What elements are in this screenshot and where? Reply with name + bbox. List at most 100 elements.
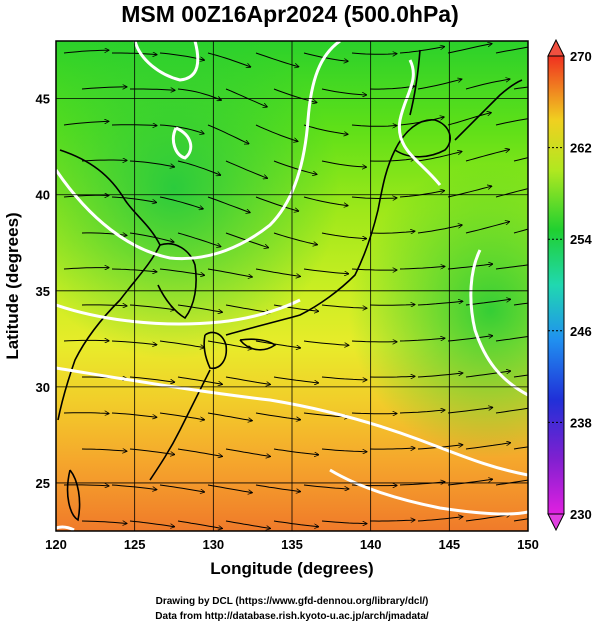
streamline xyxy=(513,228,528,234)
colorbar-scale xyxy=(547,55,565,515)
streamline xyxy=(513,157,528,162)
streamline xyxy=(225,448,270,457)
streamline xyxy=(495,264,528,270)
streamline xyxy=(495,335,528,342)
colorbar: 230 238 246 254 262 270 xyxy=(547,38,592,532)
streamline xyxy=(513,518,528,522)
streamline xyxy=(255,124,298,141)
streamline xyxy=(81,305,127,306)
contour-line xyxy=(469,249,528,397)
streamline xyxy=(321,88,367,95)
contour-line xyxy=(397,59,442,186)
streamline xyxy=(207,196,250,213)
streamline xyxy=(465,149,510,162)
streamline xyxy=(255,268,300,276)
streamlines xyxy=(63,44,528,529)
streamline xyxy=(447,336,493,342)
streamline xyxy=(255,412,301,420)
y-tick-label: 25 xyxy=(36,476,50,491)
streamline xyxy=(417,79,462,90)
x-tick-label: 130 xyxy=(202,537,224,552)
streamline xyxy=(273,304,319,311)
streamline xyxy=(447,186,492,198)
coastline-china xyxy=(57,149,161,421)
streamline xyxy=(207,124,249,144)
streamline xyxy=(447,407,493,414)
streamline xyxy=(495,118,528,126)
streamline xyxy=(351,197,397,199)
streamline xyxy=(447,264,493,270)
streamline xyxy=(321,520,367,524)
x-tick-label: 145 xyxy=(438,537,460,552)
contour-line xyxy=(329,468,528,516)
coastlines xyxy=(57,49,523,522)
credit-data: Data from http://database.rish.kyoto-u.a… xyxy=(155,611,429,622)
streamline xyxy=(177,232,221,247)
x-tick-label: 150 xyxy=(517,537,539,552)
coastline-honshu xyxy=(225,149,396,336)
streamline xyxy=(63,413,109,414)
streamline xyxy=(303,268,349,274)
streamline xyxy=(321,304,367,308)
streamline xyxy=(177,448,222,456)
streamline xyxy=(225,160,268,178)
streamline xyxy=(303,124,348,134)
contour-line xyxy=(56,41,341,261)
streamline xyxy=(417,373,463,378)
streamline xyxy=(81,160,127,161)
streamline xyxy=(351,125,397,126)
streamline xyxy=(465,515,511,522)
y-tick-label: 45 xyxy=(36,92,50,107)
streamline xyxy=(63,268,109,269)
streamline xyxy=(321,232,367,239)
streamline xyxy=(273,448,319,455)
credit-drawing: Drawing by DCL (https://www.gfd-dennou.o… xyxy=(156,596,429,607)
colorbar-tick-label: 270 xyxy=(570,49,592,64)
streamline xyxy=(369,376,415,377)
streamline xyxy=(369,448,415,449)
streamline xyxy=(369,159,415,162)
streamline xyxy=(417,151,462,162)
streamline xyxy=(129,304,175,310)
coastline-korea xyxy=(157,243,197,320)
streamline xyxy=(129,232,174,242)
streamline xyxy=(177,520,222,529)
streamline xyxy=(447,113,491,126)
streamline xyxy=(81,87,127,90)
colorbar-max-triangle xyxy=(547,38,565,57)
streamline xyxy=(465,371,511,378)
streamline xyxy=(255,196,299,211)
streamline xyxy=(303,340,349,345)
streamline xyxy=(159,268,205,275)
streamline xyxy=(369,231,415,233)
streamline xyxy=(513,374,528,378)
streamline xyxy=(255,340,301,348)
colorbar-min-triangle xyxy=(547,513,565,532)
streamline xyxy=(273,520,319,527)
streamline xyxy=(369,86,415,90)
plot-frame xyxy=(55,40,529,532)
x-axis-ticks: 120 125 130 135 140 145 150 xyxy=(45,537,539,552)
colorbar-tick-label: 254 xyxy=(570,232,592,247)
streamline xyxy=(159,412,205,420)
streamline xyxy=(129,376,175,382)
streamline xyxy=(159,124,204,134)
x-tick-label: 120 xyxy=(45,537,67,552)
streamline xyxy=(351,341,397,342)
y-tick-label: 35 xyxy=(36,284,50,299)
streamline xyxy=(129,520,175,527)
streamline xyxy=(159,196,203,209)
grid-lines xyxy=(56,41,528,531)
streamline xyxy=(225,520,270,529)
streamline xyxy=(273,376,319,383)
coastline-taiwan xyxy=(66,469,81,522)
streamline xyxy=(513,86,528,90)
coastline-kyushu xyxy=(203,331,228,370)
y-tick-label: 40 xyxy=(36,188,50,203)
streamline xyxy=(513,446,528,450)
x-tick-label: 125 xyxy=(124,537,146,552)
streamline xyxy=(81,520,127,524)
streamline xyxy=(207,484,252,493)
contour-line xyxy=(56,525,75,531)
